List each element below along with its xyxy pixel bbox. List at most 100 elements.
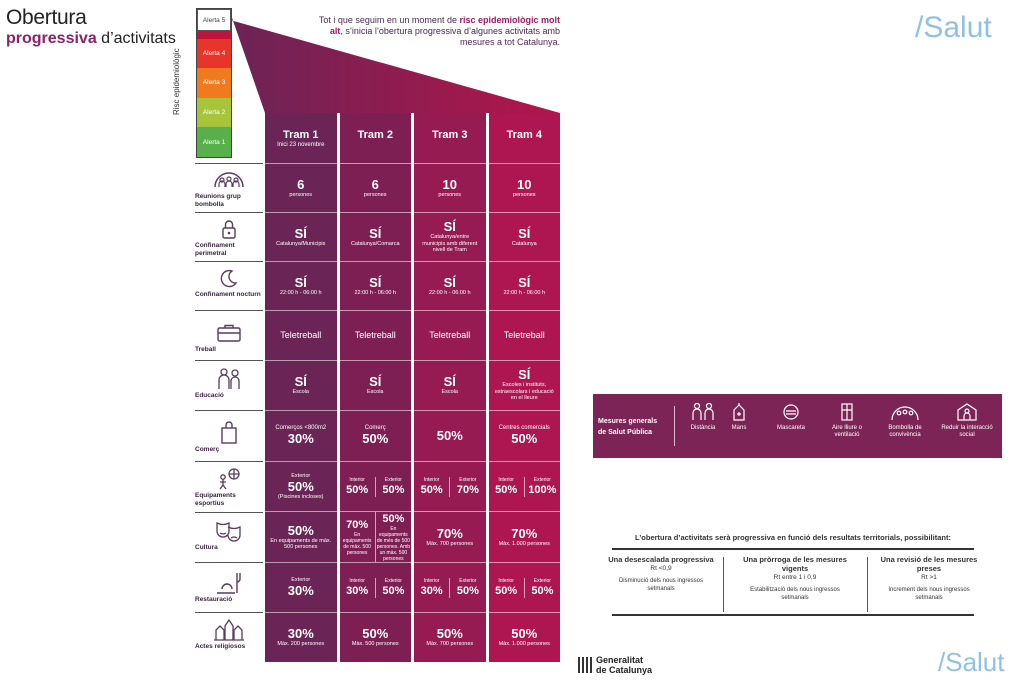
- cell-perimetral-tram1: SÍ Catalunya/Municipis: [276, 225, 326, 247]
- progressive-bottom-rule: [612, 614, 974, 616]
- cell-comerc-tram4: Centres comercials 50%: [498, 425, 550, 446]
- category-treball: Treball: [195, 320, 263, 354]
- ventilation-icon: [841, 403, 853, 421]
- reduce-interaction-icon: [957, 403, 977, 421]
- briefcase-icon: [195, 320, 263, 346]
- tram-grid: Tram 1 Inici 23 novembre Tram 2 Tram 3 Tr…: [265, 113, 560, 662]
- measure-mask: Mascareta: [763, 402, 819, 432]
- measure-bubble: Bombolla de convivència: [877, 402, 933, 439]
- page-title: Obertura: [6, 6, 87, 29]
- generalitat-logo: Generalitat de Catalunya: [578, 655, 652, 675]
- cutlery-icon: [195, 570, 263, 596]
- progressive-title: L’obertura d’activitats serà progressiva…: [635, 533, 951, 542]
- alert-level-2: Alerta 2: [197, 97, 231, 128]
- cell-educacio-tram1: SÍ Escola: [292, 373, 309, 395]
- category-cultura: Cultura: [195, 518, 263, 552]
- tram-column-1: [265, 113, 337, 662]
- tram-column-3: [414, 113, 486, 662]
- cell-nocturn-tram4: SÍ 22:00 h - 06:00 h: [503, 274, 546, 296]
- measure-reduce-interaction: Reduir la interacció social: [939, 402, 995, 439]
- cell-restauracio-tram2: Interior 30% Exterior 50%: [340, 564, 412, 611]
- intro-text: Tot i que seguim en un moment de risc ep…: [318, 15, 560, 47]
- cell-cultura-tram3: 70% Màx. 700 persones: [426, 525, 474, 547]
- cell-cultura-tram2: 70% En equipaments de màx. 500 persones 50…: [342, 512, 411, 562]
- cell-religiosos-tram2: 50% Màx. 500 persones: [351, 626, 399, 648]
- cell-cultura-tram4: 70% Màx. 1.000 persones: [498, 525, 550, 547]
- measure-ventilation: Aire lliure o ventilació: [819, 402, 875, 439]
- tram-header-2: Tram 2: [357, 129, 393, 141]
- cell-reunions-tram2: 6 persones: [363, 176, 387, 198]
- current-alert-badge: Alerta 5: [197, 9, 231, 31]
- cell-reunions-tram1: 6 persones: [289, 176, 313, 198]
- category-nocturn: Confinament nocturn: [195, 265, 263, 299]
- moon-icon: [195, 265, 263, 291]
- cell-restauracio-tram1: Exterior 30%: [287, 577, 314, 598]
- cell-treball-tram3: Teletreball: [429, 330, 471, 340]
- category-religiosos: Actes religiosos: [195, 617, 263, 651]
- category-reunions: Reunions grup bombolla: [195, 167, 263, 208]
- tram-header-4: Tram 4: [506, 129, 542, 141]
- scenario-desescalada: Una desescalada progressiva Rt <0,9 Dismin…: [608, 555, 714, 592]
- alert-level-1: Alerta 1: [197, 127, 231, 157]
- measure-distance: Distància: [675, 402, 731, 432]
- tram-column-4: [488, 113, 560, 662]
- sports-icon: [195, 466, 263, 492]
- category-educacio: Educació: [195, 366, 263, 400]
- cell-perimetral-tram2: SÍ Catalunya/Comarca: [350, 225, 400, 247]
- cell-comerc-tram1: Comerços <800m2 30%: [275, 425, 327, 446]
- scenario-prorroga: Una pròrroga de les mesures vigents Rt en…: [743, 555, 847, 601]
- group-bubble-icon: [195, 167, 263, 193]
- category-perimetral: Confinament perimetral: [195, 216, 263, 257]
- salut-logo: /Salut: [915, 11, 992, 44]
- bubble-icon: [891, 406, 919, 421]
- cell-treball-tram1: Teletreball: [280, 330, 322, 340]
- cell-esports-tram3: Interior 50% Exterior 70%: [414, 463, 486, 510]
- cell-reunions-tram4: 10 persones: [512, 176, 536, 198]
- cell-cultura-tram1: 50% En equipaments de màx. 500 persones: [270, 522, 332, 550]
- shopping-bag-icon: [195, 420, 263, 446]
- cell-restauracio-tram4: Interior 50% Exterior 50%: [489, 564, 561, 611]
- lock-icon: [195, 216, 263, 242]
- cell-comerc-tram3: 50%: [436, 427, 463, 443]
- cell-educacio-tram3: SÍ Escola: [441, 373, 458, 395]
- scenario-revisio: Una revisió de les mesures preses Rt >1 In…: [880, 555, 978, 601]
- salut-logo-bottom: /Salut: [938, 647, 1005, 677]
- students-icon: [195, 366, 263, 392]
- cell-treball-tram4: Teletreball: [503, 330, 545, 340]
- hands-icon: [733, 403, 745, 421]
- distance-icon: [692, 402, 714, 420]
- cell-restauracio-tram3: Interior 30% Exterior 50%: [414, 564, 486, 611]
- cell-esports-tram4: Interior 50% Exterior 100%: [489, 463, 561, 510]
- cell-religiosos-tram3: 50% Màx. 700 persones: [426, 626, 474, 648]
- tram-header-1: Tram 1 Inici 23 novembre: [277, 129, 325, 148]
- cell-perimetral-tram4: SÍ Catalunya: [511, 225, 537, 247]
- temple-icon: [195, 617, 263, 643]
- generalitat-emblem-icon: [578, 657, 592, 673]
- tram-header-3: Tram 3: [432, 129, 468, 141]
- category-restauracio: Restauració: [195, 570, 263, 604]
- cell-treball-tram2: Teletreball: [354, 330, 396, 340]
- measure-hands: Mans: [711, 402, 767, 432]
- page-subtitle: progressiva d’activitats: [6, 30, 176, 47]
- mask-icon: [783, 404, 799, 420]
- cell-religiosos-tram1: 30% Màx. 200 persones: [277, 626, 325, 648]
- category-esports: Equipaments esportius: [195, 466, 263, 507]
- cell-educacio-tram4: SÍ Escoles i instituts, extraescolars i e…: [494, 367, 554, 402]
- tram-column-2: [339, 113, 411, 662]
- risk-axis-label: Risc epidemiològic: [172, 48, 181, 115]
- progressive-top-rule: [612, 548, 974, 550]
- cell-nocturn-tram1: SÍ 22:00 h - 06:00 h: [279, 274, 322, 296]
- cell-esports-tram1: Exterior 50% (Piscines incloses): [277, 473, 324, 500]
- cell-religiosos-tram4: 50% Màx. 1.000 persones: [498, 626, 550, 648]
- cell-esports-tram2: Interior 50% Exterior 50%: [340, 463, 412, 510]
- cell-nocturn-tram3: SÍ 22:00 h - 06:00 h: [428, 274, 471, 296]
- category-comerc: Comerç: [195, 420, 263, 454]
- theater-masks-icon: [195, 518, 263, 544]
- public-health-measures: Mesures generals de Salut Pública Distànc…: [593, 394, 1002, 458]
- alert-level-3: Alerta 3: [197, 68, 231, 98]
- cell-nocturn-tram2: SÍ 22:00 h - 06:00 h: [354, 274, 397, 296]
- cell-perimetral-tram3: SÍ Catalunya/entre municipis amb diferent…: [422, 219, 478, 254]
- cell-educacio-tram2: SÍ Escola: [366, 373, 384, 395]
- alert-level-4: Alerta 4: [197, 38, 231, 69]
